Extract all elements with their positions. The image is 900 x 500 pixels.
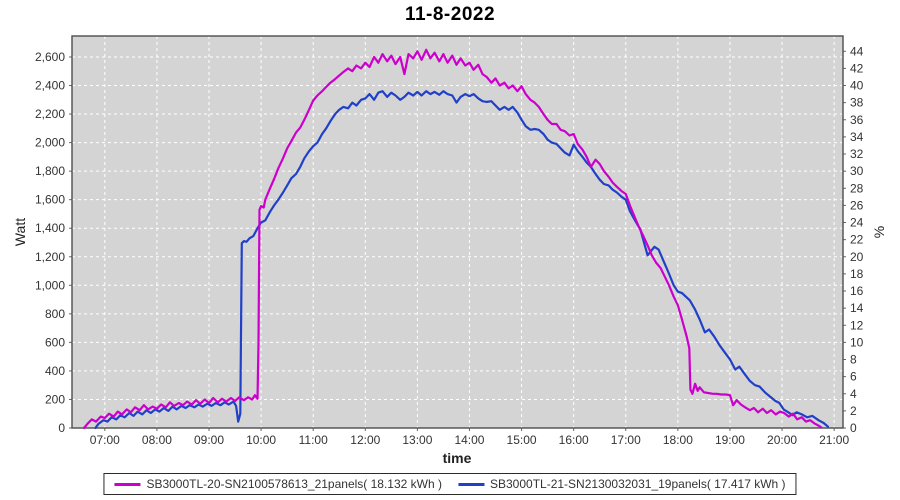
x-tick-label: 19:00 [715, 433, 745, 447]
y-left-tick-label: 0 [58, 421, 65, 435]
chart-legend: SB3000TL-20-SN2100578613_21panels( 18.13… [103, 473, 797, 495]
x-tick-label: 21:00 [819, 433, 849, 447]
y-left-tick-label: 600 [45, 335, 65, 349]
y-left-tick-label: 2,400 [35, 79, 65, 93]
x-tick-label: 09:00 [194, 433, 224, 447]
x-tick-label: 12:00 [350, 433, 380, 447]
y-right-tick-label: 10 [850, 335, 864, 349]
y-left-tick-label: 400 [45, 364, 65, 378]
y-right-tick-label: 24 [850, 216, 864, 230]
x-tick-label: 07:00 [90, 433, 120, 447]
y-right-tick-label: 14 [850, 301, 864, 315]
plot-area: 07:00 08:00 09:00 10:00 11:00 12:00 13:00 14:00… [35, 35, 864, 447]
y-right-tick-label: 20 [850, 250, 864, 264]
x-tick-label: 08:00 [142, 433, 172, 447]
y-left-tick-label: 200 [45, 392, 65, 406]
y-left-tick-label: 800 [45, 307, 65, 321]
y-right-tick-label: 26 [850, 198, 864, 212]
x-tick-label: 13:00 [402, 433, 432, 447]
y-right-tick-label: 32 [850, 147, 864, 161]
legend-line-sample-magenta [114, 482, 141, 486]
x-tick-label: 10:00 [246, 433, 276, 447]
y-right-tick-label: 12 [850, 318, 864, 332]
y-right-tick-label: 42 [850, 61, 864, 75]
y-left-tick-label: 1,200 [35, 250, 65, 264]
y-right-tick-label: 44 [850, 44, 864, 58]
y-right-tick-label: 22 [850, 233, 864, 247]
legend-item-inverter-20: SB3000TL-20-SN2100578613_21panels( 18.13… [114, 477, 442, 491]
plot-border [71, 35, 844, 429]
x-tick-label: 16:00 [559, 433, 589, 447]
y-right-tick-label: 40 [850, 79, 864, 93]
x-tick-label: 14:00 [454, 433, 484, 447]
y-left-tick-label: 2,600 [35, 50, 65, 64]
y-right-tick-label: 30 [850, 164, 864, 178]
y-right-tick-label: 8 [850, 353, 857, 367]
x-tick-label: 17:00 [611, 433, 641, 447]
x-axis-label-time: time [442, 450, 472, 466]
y-right-tick-label: 28 [850, 181, 864, 195]
series-line-1 [94, 90, 830, 430]
y-right-tick-label: 4 [850, 387, 857, 401]
legend-label: SB3000TL-21-SN2130032031_19panels( 17.41… [490, 477, 786, 491]
y-left-tick-label: 2,000 [35, 136, 65, 150]
x-tick-label: 11:00 [299, 433, 328, 447]
chart-title: 11-8-2022 [404, 4, 496, 25]
plot-background [72, 36, 843, 428]
series-line-0 [82, 48, 823, 430]
y-right-tick-label: 6 [850, 370, 857, 384]
y-left-tick-label: 2,200 [35, 107, 65, 121]
x-tick-label: 18:00 [663, 433, 693, 447]
y-right-tick-label: 38 [850, 96, 864, 110]
y-right-tick-label: 16 [850, 284, 864, 298]
y-right-tick-label: 34 [850, 130, 864, 144]
y-left-tick-label: 1,800 [35, 164, 65, 178]
y-axis-label-percent: % [871, 225, 887, 239]
x-tick-label: 15:00 [507, 433, 537, 447]
y-axis-label-watt: Watt [12, 217, 28, 247]
y-right-tick-label: 2 [850, 404, 857, 418]
y-right-tick-label: 36 [850, 113, 864, 127]
y-right-tick-label: 0 [850, 421, 857, 435]
legend-line-sample-blue [458, 482, 484, 486]
legend-item-inverter-21: SB3000TL-21-SN2130032031_19panels( 17.41… [458, 477, 786, 491]
y-left-tick-label: 1,600 [35, 193, 65, 207]
x-tick-label: 20:00 [767, 433, 797, 447]
legend-label: SB3000TL-20-SN2100578613_21panels( 18.13… [146, 477, 442, 491]
y-left-tick-label: 1,400 [35, 221, 65, 235]
y-right-tick-label: 18 [850, 267, 864, 281]
y-left-tick-label: 1,000 [35, 278, 65, 292]
